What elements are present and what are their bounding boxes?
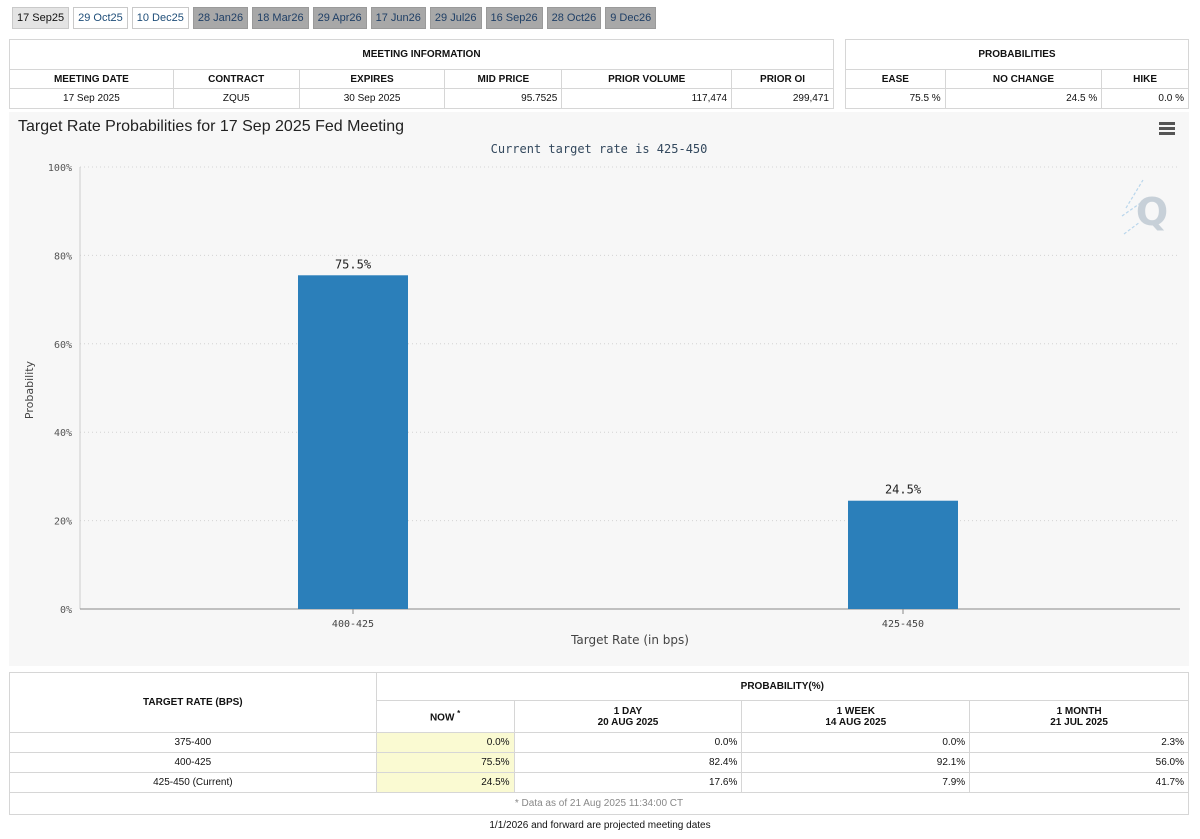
bar-value-label: 24.5% xyxy=(885,483,922,497)
month-cell: 41.7% xyxy=(969,772,1189,793)
prior-oi-value: 299,471 xyxy=(731,88,834,109)
probabilities-title: PROBABILITIES xyxy=(845,39,1189,70)
tab-meeting[interactable]: 18 Mar26 xyxy=(252,7,309,29)
tab-meeting[interactable]: 28 Oct26 xyxy=(546,7,602,29)
tab-meeting[interactable]: 17 Sep25 xyxy=(12,7,70,29)
column-header: MID PRICE xyxy=(444,69,563,89)
chart-menu-icon[interactable] xyxy=(1159,122,1175,136)
meeting-info-title: MEETING INFORMATION xyxy=(9,39,834,70)
now-cell: 0.0% xyxy=(375,732,515,753)
tab-meeting[interactable]: 9 Dec26 xyxy=(605,7,657,29)
column-header: NO CHANGE xyxy=(944,69,1103,89)
column-header: PRIOR OI xyxy=(731,69,834,89)
column-header: CONTRACT xyxy=(172,69,300,89)
mid-price-value: 95.7525 xyxy=(444,88,563,109)
column-header: EASE xyxy=(845,69,946,89)
now-header: NOW * xyxy=(375,700,515,733)
data-timestamp-note: * Data as of 21 Aug 2025 11:34:00 CT xyxy=(9,792,1189,815)
rate-cell: 425-450 (Current) xyxy=(9,772,377,793)
week-cell: 7.9% xyxy=(741,772,971,793)
contract-value: ZQU5 xyxy=(172,88,300,109)
tab-meeting[interactable]: 29 Oct25 xyxy=(73,7,128,29)
y-tick-label: 60% xyxy=(54,340,72,351)
probability-history-table: TARGET RATE (BPS) PROBABILITY(%) NOW * 1… xyxy=(9,672,1190,815)
projection-note: 1/1/2026 and forward are projected meeti… xyxy=(489,820,711,831)
y-tick-label: 100% xyxy=(48,163,72,174)
tab-meeting[interactable]: 10 Dec25 xyxy=(131,7,189,29)
column-header: MEETING DATE xyxy=(9,69,174,89)
y-tick-label: 20% xyxy=(54,517,72,528)
table-row: 425-450 (Current) 24.5% 17.6% 7.9% 41.7% xyxy=(9,772,1189,793)
one-week-header: 1 WEEK 14 AUG 2025 xyxy=(741,700,971,733)
tab-meeting[interactable]: 16 Sep26 xyxy=(485,7,543,29)
month-cell: 56.0% xyxy=(969,752,1189,773)
hike-value: 0.0 % xyxy=(1101,88,1189,109)
chart-title: Target Rate Probabilities for 17 Sep 202… xyxy=(18,118,405,135)
tab-meeting[interactable]: 17 Jun26 xyxy=(370,7,426,29)
y-tick-label: 80% xyxy=(54,251,72,262)
svg-text:Q: Q xyxy=(1136,190,1168,234)
table-row: 400-425 75.5% 82.4% 92.1% 56.0% xyxy=(9,752,1189,773)
probabilities-table: PROBABILITIES EASE NO CHANGE HIKE 75.5 %… xyxy=(845,39,1189,109)
meeting-tabs: 17 Sep25 29 Oct25 10 Dec25 28 Jan26 18 M… xyxy=(12,7,657,29)
week-cell: 92.1% xyxy=(741,752,971,773)
x-tick-label: 400-425 xyxy=(332,619,374,630)
watermark-logo: Q xyxy=(1121,179,1168,235)
now-cell: 24.5% xyxy=(375,772,515,793)
one-month-header: 1 MONTH 21 JUL 2025 xyxy=(969,700,1189,733)
x-tick-label: 425-450 xyxy=(882,619,924,630)
column-header: HIKE xyxy=(1101,69,1189,89)
tab-meeting[interactable]: 29 Jul26 xyxy=(429,7,482,29)
probability-header: PROBABILITY(%) xyxy=(375,672,1190,701)
y-tick-label: 40% xyxy=(54,428,72,439)
day-cell: 0.0% xyxy=(513,732,743,753)
bar-425-450[interactable] xyxy=(848,500,958,609)
column-header: EXPIRES xyxy=(298,69,446,89)
no-change-value: 24.5 % xyxy=(944,88,1103,109)
x-axis-title: Target Rate (in bps) xyxy=(570,633,689,647)
rate-cell: 375-400 xyxy=(9,732,377,753)
chart-panel: 0% 20% 40% 60% 80% 100% 75.5% 400-425 24.5% 425-4… xyxy=(9,112,1189,666)
day-cell: 17.6% xyxy=(513,772,743,793)
column-header: PRIOR VOLUME xyxy=(561,69,733,89)
bar-value-label: 75.5% xyxy=(335,257,372,271)
now-cell: 75.5% xyxy=(375,752,515,773)
probability-bar-chart: 0% 20% 40% 60% 80% 100% 75.5% 400-425 24.5% 425-4… xyxy=(23,142,1180,647)
week-cell: 0.0% xyxy=(741,732,971,753)
bar-400-425[interactable] xyxy=(298,275,408,609)
prior-volume-value: 117,474 xyxy=(561,88,733,109)
chart-subtitle: Current target rate is 425-450 xyxy=(491,142,708,156)
day-cell: 82.4% xyxy=(513,752,743,773)
y-axis-title: Probability xyxy=(23,360,36,419)
tab-meeting[interactable]: 28 Jan26 xyxy=(192,7,249,29)
one-day-header: 1 DAY 20 AUG 2025 xyxy=(513,700,743,733)
meeting-date-value: 17 Sep 2025 xyxy=(9,88,174,109)
tab-meeting[interactable]: 29 Apr26 xyxy=(312,7,367,29)
rate-cell: 400-425 xyxy=(9,752,377,773)
y-tick-label: 0% xyxy=(60,605,72,616)
table-row: 375-400 0.0% 0.0% 0.0% 2.3% xyxy=(9,732,1189,753)
target-rate-header: TARGET RATE (BPS) xyxy=(9,672,377,733)
month-cell: 2.3% xyxy=(969,732,1189,753)
meeting-info-table: MEETING INFORMATION MEETING DATE CONTRAC… xyxy=(9,39,834,109)
ease-value: 75.5 % xyxy=(845,88,946,109)
expires-value: 30 Sep 2025 xyxy=(298,88,446,109)
